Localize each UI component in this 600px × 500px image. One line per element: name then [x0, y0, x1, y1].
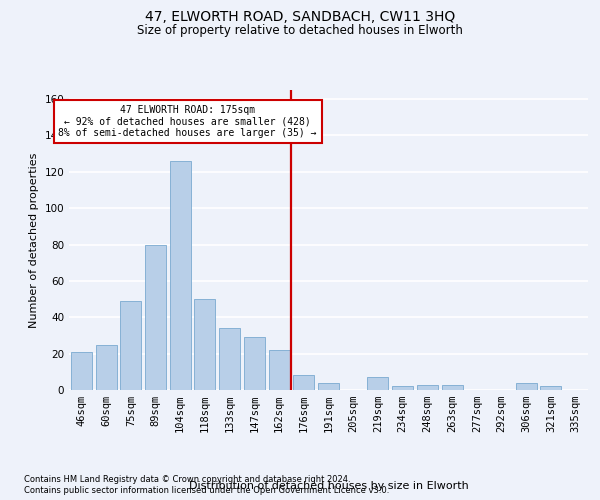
- Bar: [71, 352, 92, 390]
- Bar: [293, 376, 314, 390]
- Text: Contains HM Land Registry data © Crown copyright and database right 2024.: Contains HM Land Registry data © Crown c…: [24, 475, 350, 484]
- Bar: [516, 382, 537, 390]
- Y-axis label: Number of detached properties: Number of detached properties: [29, 152, 39, 328]
- Bar: [417, 384, 438, 390]
- Bar: [541, 386, 562, 390]
- Text: Size of property relative to detached houses in Elworth: Size of property relative to detached ho…: [137, 24, 463, 37]
- Bar: [145, 244, 166, 390]
- Text: 47 ELWORTH ROAD: 175sqm
← 92% of detached houses are smaller (428)
8% of semi-de: 47 ELWORTH ROAD: 175sqm ← 92% of detache…: [58, 104, 317, 138]
- Bar: [194, 299, 215, 390]
- Bar: [367, 378, 388, 390]
- X-axis label: Distribution of detached houses by size in Elworth: Distribution of detached houses by size …: [188, 481, 469, 491]
- Text: 47, ELWORTH ROAD, SANDBACH, CW11 3HQ: 47, ELWORTH ROAD, SANDBACH, CW11 3HQ: [145, 10, 455, 24]
- Bar: [219, 328, 240, 390]
- Bar: [269, 350, 290, 390]
- Bar: [95, 344, 116, 390]
- Text: Contains public sector information licensed under the Open Government Licence v3: Contains public sector information licen…: [24, 486, 389, 495]
- Bar: [392, 386, 413, 390]
- Bar: [120, 301, 141, 390]
- Bar: [318, 382, 339, 390]
- Bar: [170, 161, 191, 390]
- Bar: [244, 338, 265, 390]
- Bar: [442, 384, 463, 390]
